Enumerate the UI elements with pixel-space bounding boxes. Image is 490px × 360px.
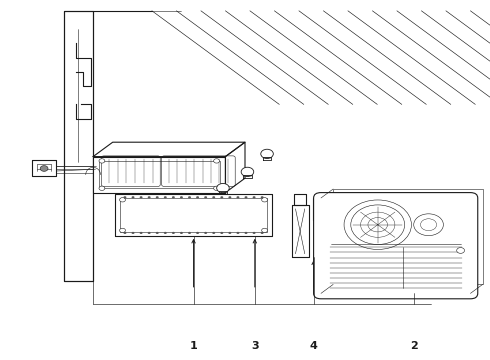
Bar [120,198,267,232]
Circle shape [188,232,191,234]
Polygon shape [93,157,225,193]
Circle shape [196,232,199,234]
Circle shape [262,198,268,202]
Circle shape [220,232,223,234]
Circle shape [123,196,126,198]
Circle shape [241,167,254,176]
Circle shape [188,196,191,198]
Circle shape [156,232,159,234]
Circle shape [262,228,268,233]
Circle shape [217,184,229,193]
Text: 2: 2 [410,341,418,351]
Circle shape [40,166,48,171]
Circle shape [261,232,264,234]
Text: 4: 4 [310,341,318,351]
Circle shape [196,196,199,198]
Circle shape [180,196,183,198]
Bar [99,161,220,188]
Circle shape [253,196,256,198]
Circle shape [140,196,143,198]
Circle shape [204,196,207,198]
Polygon shape [32,160,56,176]
Circle shape [164,196,167,198]
Polygon shape [115,194,272,236]
Circle shape [156,196,159,198]
Circle shape [220,196,223,198]
Circle shape [120,198,125,202]
Circle shape [245,232,247,234]
Circle shape [228,232,231,234]
Polygon shape [93,142,245,157]
Circle shape [99,159,105,163]
Circle shape [261,149,273,158]
Circle shape [131,196,134,198]
Polygon shape [333,189,483,284]
Circle shape [228,196,231,198]
Circle shape [245,196,247,198]
Circle shape [457,248,465,253]
Text: 3: 3 [251,341,259,351]
Circle shape [147,196,150,198]
Circle shape [212,232,215,234]
Circle shape [120,228,125,233]
Circle shape [140,232,143,234]
Circle shape [99,186,105,190]
Polygon shape [64,11,93,281]
Circle shape [212,196,215,198]
Circle shape [204,232,207,234]
Polygon shape [225,142,245,193]
Circle shape [164,232,167,234]
Circle shape [261,196,264,198]
Circle shape [214,159,220,163]
Circle shape [172,232,175,234]
Circle shape [123,232,126,234]
Circle shape [214,186,220,190]
Polygon shape [313,198,326,220]
FancyBboxPatch shape [314,193,478,299]
Circle shape [237,232,240,234]
Circle shape [172,196,175,198]
Polygon shape [294,194,306,205]
Circle shape [147,232,150,234]
Circle shape [131,232,134,234]
Circle shape [180,232,183,234]
Polygon shape [292,205,309,257]
Circle shape [237,196,240,198]
Circle shape [253,232,256,234]
Text: 1: 1 [190,341,197,351]
